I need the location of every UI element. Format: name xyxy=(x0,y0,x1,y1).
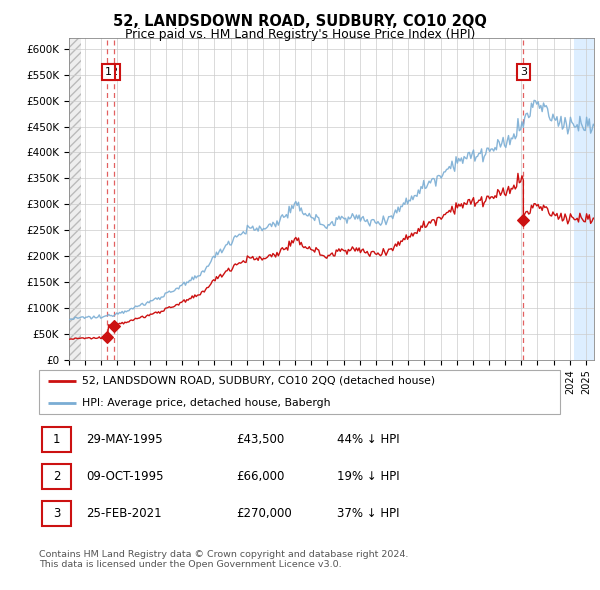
Text: 1: 1 xyxy=(105,67,112,77)
Text: 2: 2 xyxy=(110,67,118,77)
Bar xyxy=(574,38,594,360)
Text: 52, LANDSDOWN ROAD, SUDBURY, CO10 2QQ (detached house): 52, LANDSDOWN ROAD, SUDBURY, CO10 2QQ (d… xyxy=(82,376,436,386)
Point xyxy=(109,321,119,330)
Text: Contains HM Land Registry data © Crown copyright and database right 2024.
This d: Contains HM Land Registry data © Crown c… xyxy=(39,550,409,569)
Text: 44% ↓ HPI: 44% ↓ HPI xyxy=(337,433,400,446)
Text: £66,000: £66,000 xyxy=(236,470,285,483)
Text: HPI: Average price, detached house, Babergh: HPI: Average price, detached house, Babe… xyxy=(82,398,331,408)
FancyBboxPatch shape xyxy=(38,369,560,414)
Text: £270,000: £270,000 xyxy=(236,507,292,520)
Text: 52, LANDSDOWN ROAD, SUDBURY, CO10 2QQ: 52, LANDSDOWN ROAD, SUDBURY, CO10 2QQ xyxy=(113,14,487,28)
Text: 3: 3 xyxy=(520,67,527,77)
FancyBboxPatch shape xyxy=(43,464,71,489)
Text: 1: 1 xyxy=(53,433,61,446)
FancyBboxPatch shape xyxy=(43,427,71,453)
Text: £43,500: £43,500 xyxy=(236,433,285,446)
Text: Price paid vs. HM Land Registry's House Price Index (HPI): Price paid vs. HM Land Registry's House … xyxy=(125,28,475,41)
Text: 37% ↓ HPI: 37% ↓ HPI xyxy=(337,507,400,520)
Text: 09-OCT-1995: 09-OCT-1995 xyxy=(86,470,164,483)
Point xyxy=(103,333,112,342)
Bar xyxy=(69,38,81,360)
FancyBboxPatch shape xyxy=(43,500,71,526)
Text: 3: 3 xyxy=(53,507,61,520)
Text: 29-MAY-1995: 29-MAY-1995 xyxy=(86,433,163,446)
Text: 2: 2 xyxy=(53,470,61,483)
Text: 19% ↓ HPI: 19% ↓ HPI xyxy=(337,470,400,483)
Text: 25-FEB-2021: 25-FEB-2021 xyxy=(86,507,162,520)
Point xyxy=(518,215,528,225)
